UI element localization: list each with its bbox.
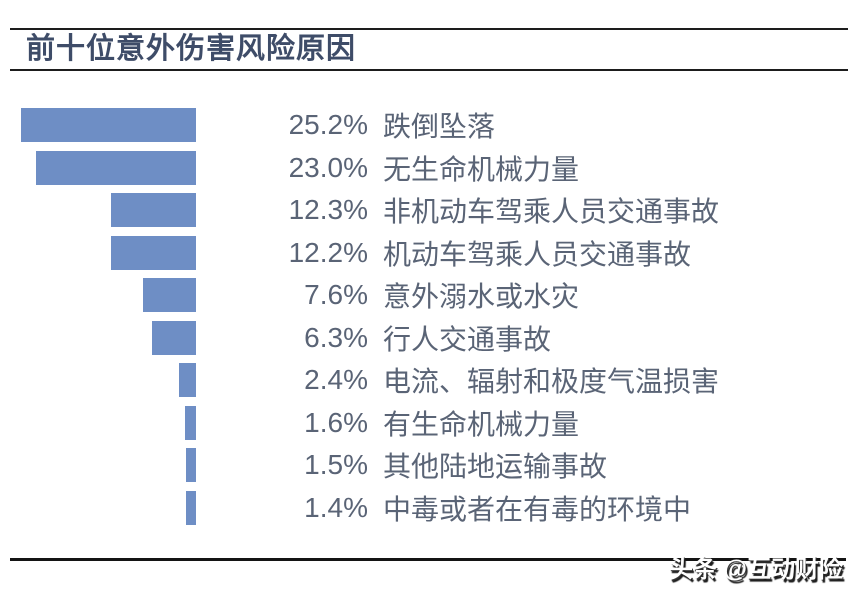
bar: [36, 150, 196, 185]
category-label: 意外溺水或水灾: [383, 281, 580, 313]
category-label: 中毒或者在有毒的环境中: [383, 493, 692, 525]
category-label: 电流、辐射和极度气温损害: [383, 366, 720, 398]
chart-row: 23.0% 无生命机械力量: [21, 147, 719, 190]
chart-row: 1.5% 其他陆地运输事故: [21, 444, 719, 487]
chart-row: 2.4% 电流、辐射和极度气温损害: [21, 359, 719, 402]
chart-row: 7.6% 意外溺水或水灾: [21, 274, 719, 317]
percent-label: 25.2%: [288, 109, 368, 141]
bar-track: [21, 363, 196, 398]
category-label: 其他陆地运输事故: [383, 451, 608, 483]
chart-row: 12.3% 非机动车驾乘人员交通事故: [21, 189, 719, 232]
bar-track: [21, 150, 196, 185]
bar-track: [21, 235, 196, 270]
bar: [186, 490, 196, 525]
watermark-text: 头条 @互动财险: [668, 556, 843, 583]
percent-label: 2.4%: [304, 364, 368, 396]
bar: [152, 320, 196, 355]
chart-row: 6.3% 行人交通事故: [21, 317, 719, 360]
bar: [184, 405, 196, 440]
bar: [111, 235, 196, 270]
bar: [143, 278, 196, 313]
category-label: 非机动车驾乘人员交通事故: [383, 196, 720, 228]
bar-track: [21, 405, 196, 440]
bar: [110, 193, 196, 228]
bar-track: [21, 490, 196, 525]
percent-label: 1.6%: [304, 406, 368, 438]
footer-rule: [10, 558, 846, 561]
percent-label: 6.3%: [304, 321, 368, 353]
bar-chart: 25.2% 跌倒坠落 23.0% 无生命机械力量 12.3% 非机动车驾乘人员交…: [21, 104, 719, 529]
category-label: 机动车驾乘人员交通事故: [383, 238, 692, 270]
bar-track: [21, 448, 196, 483]
category-label: 跌倒坠落: [383, 111, 496, 143]
percent-label: 12.2%: [288, 236, 368, 268]
bar-track: [21, 320, 196, 355]
percent-label: 1.4%: [304, 491, 368, 523]
chart-row: 1.4% 中毒或者在有毒的环境中: [21, 487, 719, 530]
percent-label: 23.0%: [288, 151, 368, 183]
bar-track: [21, 193, 196, 228]
bar: [179, 363, 196, 398]
chart-row: 25.2% 跌倒坠落: [21, 104, 719, 147]
chart-title: 前十位意外伤害风险原因: [26, 33, 357, 65]
percent-label: 1.5%: [304, 449, 368, 481]
percent-label: 12.3%: [288, 194, 368, 226]
chart-row: 12.2% 机动车驾乘人员交通事故: [21, 232, 719, 275]
category-label: 行人交通事故: [383, 323, 552, 355]
percent-label: 7.6%: [304, 279, 368, 311]
bar: [21, 108, 196, 143]
bar: [185, 448, 196, 483]
chart-row: 1.6% 有生命机械力量: [21, 402, 719, 445]
bar-track: [21, 278, 196, 313]
bar-track: [21, 108, 196, 143]
chart-title-block: 前十位意外伤害风险原因: [10, 28, 848, 71]
category-label: 有生命机械力量: [383, 408, 580, 440]
category-label: 无生命机械力量: [383, 153, 580, 185]
